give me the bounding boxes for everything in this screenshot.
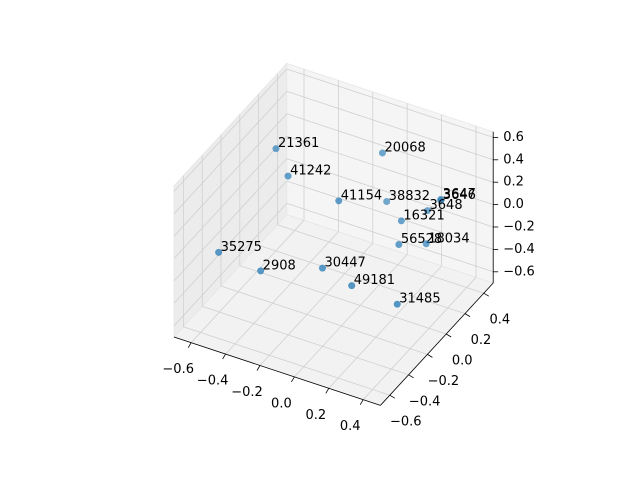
z-tick-label: −0.2 xyxy=(503,220,535,235)
tick-mark xyxy=(408,374,414,379)
tick-mark xyxy=(222,353,226,360)
point xyxy=(397,217,405,225)
x-tick-label: −0.4 xyxy=(197,374,229,389)
point-label: 49181 xyxy=(354,273,395,288)
grid-line xyxy=(286,180,494,250)
point xyxy=(383,198,391,206)
y-axis xyxy=(380,282,494,406)
z-tick-label: 0.2 xyxy=(503,175,524,190)
point xyxy=(393,300,401,308)
tick-mark xyxy=(389,394,396,399)
y-tick-label: −0.6 xyxy=(390,415,422,430)
grid-line xyxy=(286,203,494,273)
point xyxy=(424,207,431,215)
tick-mark xyxy=(464,313,471,317)
grid-line xyxy=(258,244,466,314)
x-tick-label: −0.6 xyxy=(162,362,194,377)
y-tick-label: −0.2 xyxy=(428,374,460,389)
x-tick-label: 0.4 xyxy=(340,419,361,434)
grid-line xyxy=(173,203,288,327)
grid-line xyxy=(362,277,477,400)
grid-line xyxy=(286,135,494,205)
grid-line xyxy=(173,180,288,304)
grid-line xyxy=(183,326,390,396)
y-tick-label: 0.2 xyxy=(471,333,492,348)
grid-line xyxy=(286,158,494,228)
grid-line xyxy=(286,91,494,161)
x-tick-label: 0.2 xyxy=(305,408,326,423)
x-axis xyxy=(173,336,381,406)
grid-line xyxy=(202,306,409,376)
x-tick-label: −0.2 xyxy=(231,385,263,400)
z-tick-label: −0.6 xyxy=(503,264,535,279)
point-label: 31485 xyxy=(399,292,440,307)
point-label: 21361 xyxy=(278,136,319,151)
point xyxy=(378,149,386,157)
z-tick-label: 0.4 xyxy=(503,152,524,167)
point xyxy=(284,172,292,180)
grid-line xyxy=(277,224,484,294)
point-label: 41154 xyxy=(341,188,382,203)
grid-line xyxy=(173,135,288,259)
tick-mark xyxy=(359,399,364,405)
point-label: 38832 xyxy=(389,189,430,204)
grid-line xyxy=(286,113,494,183)
z-tick-label: −0.4 xyxy=(503,242,535,257)
grid-line xyxy=(173,158,288,282)
point xyxy=(437,195,445,203)
tick-mark xyxy=(291,376,295,383)
point-label: 16321 xyxy=(403,208,444,223)
point-label: 35275 xyxy=(221,240,262,255)
point-label: 2908 xyxy=(263,258,296,273)
point xyxy=(215,248,223,256)
point xyxy=(272,145,280,153)
point-label: 3646 xyxy=(443,188,476,203)
grid-line xyxy=(173,113,288,237)
point xyxy=(335,197,343,205)
grid-line xyxy=(173,91,288,215)
grid-line xyxy=(173,68,288,192)
y-tick-label: 0.4 xyxy=(489,313,510,328)
z-tick-label: 0.6 xyxy=(503,130,524,145)
grid-line xyxy=(259,242,374,366)
tick-mark xyxy=(427,354,433,358)
point-label: 3647 xyxy=(443,187,476,202)
grid-line xyxy=(328,265,442,389)
grid-line xyxy=(220,285,428,355)
grid-line xyxy=(286,68,494,138)
grid-line xyxy=(225,231,339,355)
point-label: 3648 xyxy=(430,198,463,213)
point-label: 41242 xyxy=(290,164,331,179)
tick-mark xyxy=(187,342,192,348)
point-label: 18034 xyxy=(428,231,469,246)
tick-mark xyxy=(325,388,330,394)
point-label: 20068 xyxy=(384,140,425,155)
grid-line xyxy=(239,265,447,335)
tick-mark xyxy=(483,292,490,297)
z-tick-label: 0.0 xyxy=(503,197,524,212)
point xyxy=(395,241,403,249)
x-tick-label: 0.0 xyxy=(271,396,292,411)
point-label: 56528 xyxy=(401,232,442,247)
tick-mark xyxy=(256,365,261,371)
point-label: 30447 xyxy=(324,256,365,271)
point xyxy=(348,282,356,290)
point xyxy=(257,267,265,275)
point xyxy=(318,264,326,272)
y-tick-label: −0.4 xyxy=(409,394,441,409)
grid-line xyxy=(190,220,305,343)
grid-line xyxy=(294,254,408,378)
tick-mark xyxy=(445,333,452,338)
y-tick-label: 0.0 xyxy=(452,354,473,369)
point xyxy=(422,240,430,248)
